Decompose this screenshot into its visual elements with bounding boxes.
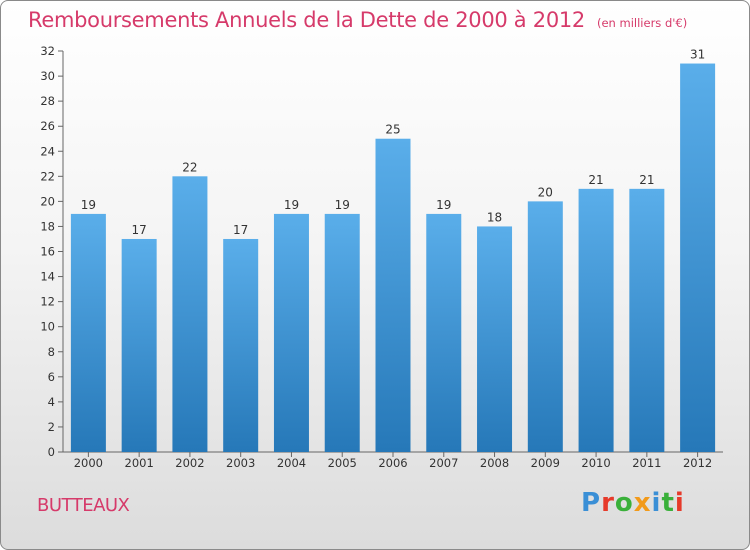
bar [70, 213, 106, 452]
y-tick-label: 8 [48, 345, 55, 359]
x-tick-label: 2008 [480, 456, 509, 470]
unit-label: (en milliers d'€) [597, 16, 688, 30]
data-label: 17 [132, 223, 147, 237]
bar [273, 213, 309, 452]
proxiti-logo: Proxiti [581, 488, 685, 518]
x-tick-label: 2011 [632, 456, 661, 470]
bar [324, 213, 360, 452]
y-tick-label: 30 [40, 69, 55, 83]
data-label: 19 [335, 198, 350, 212]
y-tick-label: 32 [40, 44, 55, 58]
x-tick-label: 2006 [378, 456, 407, 470]
data-label: 18 [487, 210, 502, 224]
y-tick-label: 28 [40, 94, 55, 108]
bar [578, 188, 614, 452]
data-label: 19 [81, 198, 96, 212]
x-tick-label: 2005 [328, 456, 357, 470]
commune-name: BUTTEAUX [37, 495, 130, 516]
bar [629, 188, 665, 452]
y-tick-label: 24 [40, 144, 55, 158]
chart-title: Remboursements Annuels de la Dette de 20… [28, 8, 687, 32]
logo-letter: x [633, 488, 652, 518]
logo-letter: r [601, 488, 615, 518]
y-tick-label: 6 [48, 370, 55, 384]
logo-letter: i [674, 488, 685, 518]
y-tick-label: 4 [48, 395, 55, 409]
data-label: 21 [588, 173, 603, 187]
logo-letter: P [581, 488, 602, 518]
bar [426, 213, 462, 452]
bar [223, 238, 259, 452]
y-tick-label: 2 [48, 420, 55, 434]
y-tick-label: 26 [40, 119, 55, 133]
x-tick-label: 2002 [175, 456, 204, 470]
data-label: 19 [436, 198, 451, 212]
y-tick-label: 12 [40, 295, 55, 309]
x-tick-label: 2012 [683, 456, 712, 470]
x-tick-label: 2004 [277, 456, 306, 470]
logo-letter: o [614, 488, 634, 518]
data-label: 17 [233, 223, 248, 237]
y-tick-label: 10 [40, 320, 55, 334]
y-tick-label: 14 [40, 270, 55, 284]
bar [527, 201, 563, 452]
data-labels: 19 17 22 17 19 19 25 19 18 20 21 21 31 [81, 48, 706, 237]
x-tick-label: 2003 [226, 456, 255, 470]
data-label: 22 [182, 160, 197, 174]
y-tick-label: 18 [40, 219, 55, 233]
bar [121, 238, 157, 452]
bars [70, 63, 716, 452]
bar [375, 138, 411, 452]
data-label: 20 [538, 185, 553, 199]
bar [477, 226, 513, 452]
x-tick-label: 2007 [429, 456, 458, 470]
x-tick-label: 2000 [74, 456, 103, 470]
bar [172, 176, 208, 452]
logo-letter: i [651, 488, 662, 518]
y-tick-label: 16 [40, 245, 55, 259]
data-label: 25 [385, 123, 400, 137]
y-tick-label: 0 [48, 445, 55, 459]
x-tick-label: 2001 [125, 456, 154, 470]
x-tick-label: 2010 [581, 456, 610, 470]
y-tick-label: 22 [40, 169, 55, 183]
x-tick-label: 2009 [531, 456, 560, 470]
data-label: 21 [639, 173, 654, 187]
data-label: 31 [690, 48, 705, 62]
logo-letter: t [661, 488, 675, 518]
data-label: 19 [284, 198, 299, 212]
y-tick-label: 20 [40, 194, 55, 208]
title-text: Remboursements Annuels de la Dette de 20… [28, 8, 585, 32]
bar [680, 63, 716, 452]
